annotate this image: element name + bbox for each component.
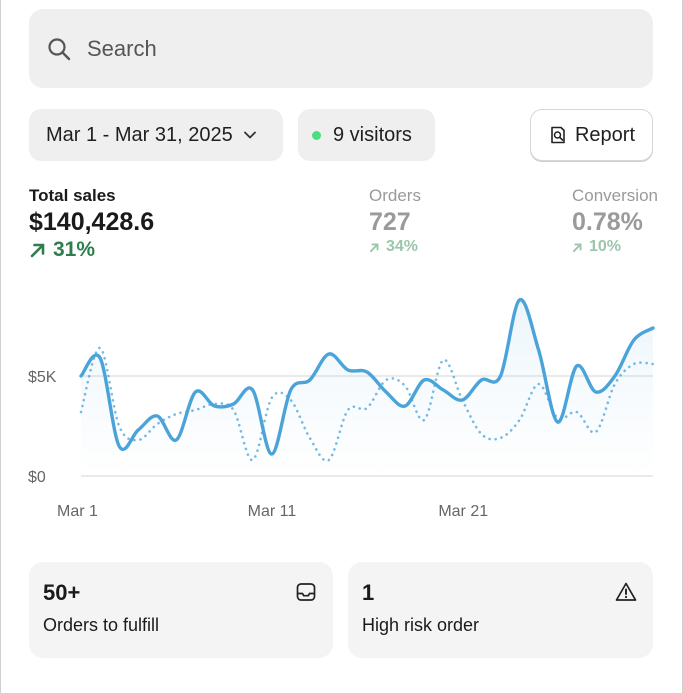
card-label: High risk order [362, 615, 480, 635]
arrow-up-right-icon [30, 243, 45, 258]
x-tick-label: Mar 11 [248, 503, 297, 520]
series-line-current [79, 298, 655, 456]
report-icon [551, 126, 565, 144]
search-bar[interactable] [29, 9, 653, 88]
x-tick-label: Mar 21 [438, 503, 488, 520]
visitors-label: 9 visitors [333, 123, 412, 146]
metric-total-sales[interactable]: Total sales $140,428.6 31% [29, 186, 154, 262]
metric-delta-value: 34% [386, 238, 419, 255]
metric-orders[interactable]: Orders 727 34% [369, 186, 421, 256]
metric-conversion[interactable]: Conversion 0.78% 10% [572, 186, 658, 256]
warning-icon [615, 582, 637, 601]
metric-value: 727 [369, 208, 411, 236]
arrow-up-right-icon [369, 243, 379, 252]
orders-to-fulfill-card[interactable]: 50+ Orders to fulfill [29, 562, 333, 658]
report-button[interactable]: Report [530, 109, 653, 161]
series-area-fill [81, 299, 653, 476]
metric-delta-value: 31% [53, 238, 96, 261]
metric-delta-value: 10% [589, 238, 622, 255]
y-tick-label: $0 [28, 469, 46, 486]
metric-label: Total sales [29, 186, 116, 205]
arrow-up-right-icon [572, 243, 582, 252]
date-range-picker[interactable]: Mar 1 - Mar 31, 2025 [29, 109, 283, 161]
metric-value: $140,428.6 [29, 208, 155, 236]
date-range-label: Mar 1 - Mar 31, 2025 [46, 123, 233, 146]
card-value: 50+ [43, 580, 81, 605]
metric-label: Orders [369, 186, 421, 205]
search-icon [48, 37, 71, 60]
x-tick-label: Mar 1 [57, 503, 98, 520]
metric-delta: 10% [572, 238, 658, 256]
metric-value: 0.78% [572, 208, 643, 236]
report-label: Report [574, 123, 636, 146]
metric-delta: 34% [369, 238, 421, 256]
series-line-comparison [79, 346, 655, 463]
metric-label: Conversion [572, 186, 658, 205]
search-input[interactable] [85, 34, 589, 63]
sales-chart[interactable]: $0 $5K Mar 1 Mar 11 Mar 21 [0, 280, 683, 530]
card-value: 1 [362, 580, 375, 605]
metric-delta: 31% [29, 238, 154, 262]
high-risk-order-card[interactable]: 1 High risk order [348, 562, 653, 658]
live-status-dot [312, 130, 321, 140]
chevron-down-icon [243, 131, 256, 139]
live-visitors-button[interactable]: 9 visitors [298, 109, 435, 161]
card-label: Orders to fulfill [43, 615, 160, 635]
inbox-icon [296, 583, 316, 601]
frame-border-left [0, 0, 1, 693]
y-tick-label: $5K [28, 369, 57, 386]
